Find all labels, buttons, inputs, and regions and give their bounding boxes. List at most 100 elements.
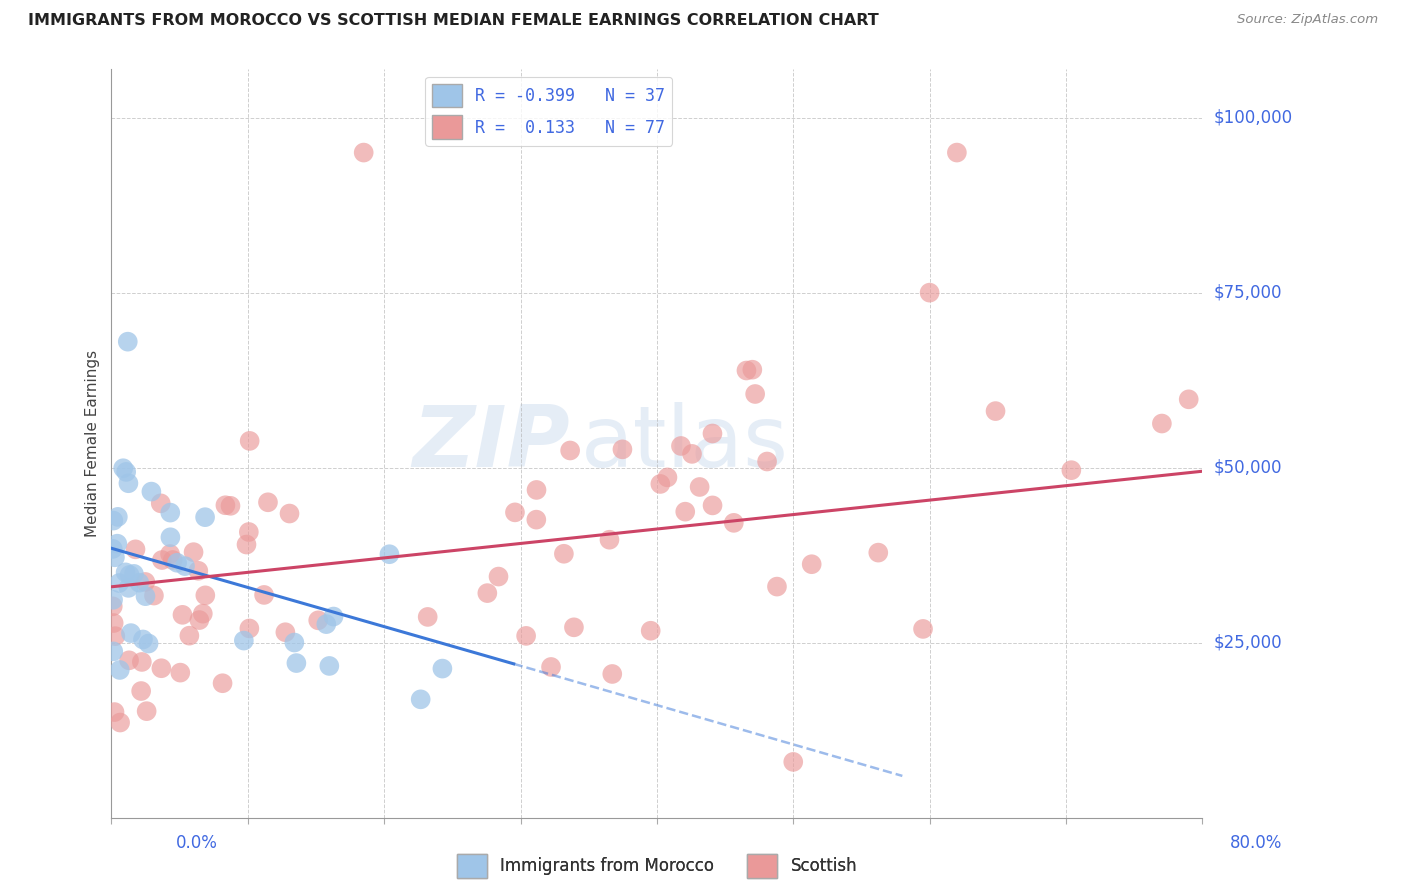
- Point: [238, 524, 260, 539]
- Point: [488, 569, 510, 583]
- Point: [515, 629, 537, 643]
- Point: [101, 541, 124, 556]
- Point: [104, 550, 127, 565]
- Point: [689, 480, 711, 494]
- Point: [159, 530, 181, 544]
- Point: [141, 484, 163, 499]
- Point: [194, 510, 217, 524]
- Point: [103, 615, 125, 630]
- Point: [159, 547, 181, 561]
- Point: [214, 498, 236, 512]
- Point: [984, 404, 1007, 418]
- Point: [149, 496, 172, 510]
- Point: [219, 499, 242, 513]
- Point: [174, 559, 197, 574]
- Point: [135, 704, 157, 718]
- Point: [650, 477, 672, 491]
- Point: [681, 447, 703, 461]
- Point: [524, 513, 547, 527]
- Point: [278, 507, 301, 521]
- Point: [129, 684, 152, 698]
- Point: [673, 505, 696, 519]
- Point: [150, 661, 173, 675]
- Point: [134, 589, 156, 603]
- Point: [117, 581, 139, 595]
- Point: [560, 443, 582, 458]
- Point: [118, 568, 141, 582]
- Point: [103, 705, 125, 719]
- Point: [104, 629, 127, 643]
- Point: [115, 465, 138, 479]
- Point: [108, 576, 131, 591]
- Point: [285, 656, 308, 670]
- Text: $100,000: $100,000: [1213, 109, 1292, 127]
- Point: [477, 586, 499, 600]
- Point: [114, 566, 136, 580]
- Point: [918, 285, 941, 300]
- Point: [134, 574, 156, 589]
- Point: [120, 626, 142, 640]
- Point: [322, 609, 344, 624]
- Point: [307, 613, 329, 627]
- Point: [183, 545, 205, 559]
- Point: [911, 622, 934, 636]
- Point: [132, 632, 155, 647]
- Point: [353, 145, 375, 160]
- Point: [735, 363, 758, 377]
- Point: [744, 387, 766, 401]
- Point: [191, 607, 214, 621]
- Point: [239, 434, 262, 448]
- Point: [179, 629, 201, 643]
- Point: [702, 426, 724, 441]
- Point: [378, 547, 401, 561]
- Point: [122, 566, 145, 581]
- Point: [598, 533, 620, 547]
- Point: [117, 476, 139, 491]
- Point: [142, 589, 165, 603]
- Text: $50,000: $50,000: [1213, 458, 1282, 476]
- Point: [194, 588, 217, 602]
- Point: [172, 607, 194, 622]
- Point: [657, 470, 679, 484]
- Point: [756, 454, 779, 468]
- Point: [702, 499, 724, 513]
- Point: [432, 662, 454, 676]
- Point: [131, 655, 153, 669]
- Point: [640, 624, 662, 638]
- Point: [188, 613, 211, 627]
- Point: [1177, 392, 1199, 407]
- Point: [723, 516, 745, 530]
- Point: [946, 145, 969, 160]
- Point: [669, 439, 692, 453]
- Point: [238, 622, 260, 636]
- Point: [124, 542, 146, 557]
- Point: [1060, 463, 1083, 477]
- Text: $75,000: $75,000: [1213, 284, 1282, 301]
- Point: [108, 715, 131, 730]
- Point: [600, 667, 623, 681]
- Point: [540, 660, 562, 674]
- Point: [283, 635, 305, 649]
- Text: IMMIGRANTS FROM MOROCCO VS SCOTTISH MEDIAN FEMALE EARNINGS CORRELATION CHART: IMMIGRANTS FROM MOROCCO VS SCOTTISH MEDI…: [28, 13, 879, 29]
- Point: [107, 509, 129, 524]
- Point: [315, 617, 337, 632]
- Point: [105, 536, 128, 550]
- Point: [409, 692, 432, 706]
- Point: [128, 575, 150, 590]
- Point: [166, 556, 188, 570]
- Point: [782, 755, 804, 769]
- Point: [416, 610, 439, 624]
- Point: [868, 546, 890, 560]
- Point: [766, 580, 789, 594]
- Text: Source: ZipAtlas.com: Source: ZipAtlas.com: [1237, 13, 1378, 27]
- Point: [103, 644, 125, 658]
- Text: ZIP: ZIP: [412, 401, 569, 484]
- Point: [1150, 417, 1173, 431]
- Point: [138, 636, 160, 650]
- Point: [503, 505, 526, 519]
- Point: [150, 553, 173, 567]
- Legend: Immigrants from Morocco, Scottish: Immigrants from Morocco, Scottish: [450, 847, 863, 885]
- Point: [562, 620, 585, 634]
- Point: [526, 483, 548, 497]
- Point: [187, 564, 209, 578]
